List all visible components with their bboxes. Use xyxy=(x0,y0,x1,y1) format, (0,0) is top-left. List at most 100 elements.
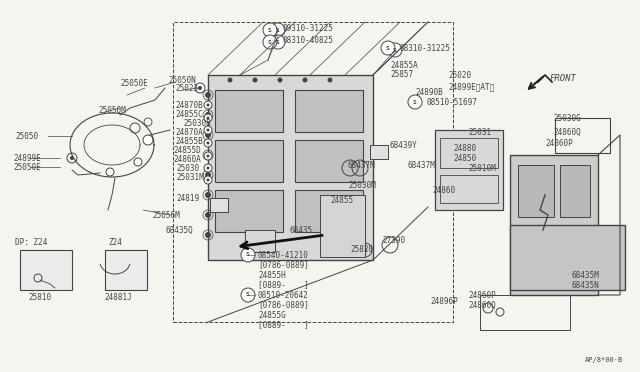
Circle shape xyxy=(227,77,232,83)
Bar xyxy=(518,165,554,217)
Circle shape xyxy=(204,152,212,160)
Circle shape xyxy=(130,123,140,133)
Circle shape xyxy=(241,288,255,302)
Circle shape xyxy=(253,77,257,83)
Circle shape xyxy=(204,126,212,134)
Text: FRONT: FRONT xyxy=(550,74,577,83)
Text: 24880: 24880 xyxy=(453,144,476,153)
Text: 25050E: 25050E xyxy=(120,78,148,87)
Text: 24860Q: 24860Q xyxy=(553,128,580,137)
Circle shape xyxy=(207,154,209,157)
Text: 25010M: 25010M xyxy=(468,164,496,173)
Bar xyxy=(510,155,598,295)
Circle shape xyxy=(143,135,153,145)
Bar xyxy=(208,75,373,260)
Bar xyxy=(440,175,498,203)
Circle shape xyxy=(205,92,211,98)
Text: 25023: 25023 xyxy=(175,83,198,93)
Circle shape xyxy=(271,23,285,37)
Text: 25031: 25031 xyxy=(468,128,491,137)
Circle shape xyxy=(207,167,209,170)
Circle shape xyxy=(205,112,211,118)
Text: [0889-    ]: [0889- ] xyxy=(258,321,309,330)
Bar xyxy=(20,250,72,290)
Bar xyxy=(105,250,147,290)
Text: 24860: 24860 xyxy=(432,186,455,195)
Text: 24860P: 24860P xyxy=(545,138,573,148)
Bar xyxy=(295,190,363,232)
Circle shape xyxy=(271,35,285,49)
Circle shape xyxy=(328,77,333,83)
Circle shape xyxy=(198,86,202,90)
Circle shape xyxy=(263,35,277,49)
Text: 09310-31225: 09310-31225 xyxy=(283,23,334,32)
Bar xyxy=(215,190,283,232)
Circle shape xyxy=(195,83,205,93)
Text: 24890B: 24890B xyxy=(415,87,443,96)
Circle shape xyxy=(263,23,277,37)
Text: 68435: 68435 xyxy=(290,225,313,234)
Circle shape xyxy=(278,77,282,83)
Bar xyxy=(210,198,228,212)
Text: 08510-51697: 08510-51697 xyxy=(427,97,478,106)
Circle shape xyxy=(204,139,212,147)
Text: 25857: 25857 xyxy=(390,70,413,78)
Circle shape xyxy=(207,179,209,182)
Text: 24870B: 24870B xyxy=(175,100,203,109)
Text: S: S xyxy=(393,48,397,52)
Text: 25020: 25020 xyxy=(448,71,471,80)
Circle shape xyxy=(363,248,367,252)
Text: 24855D: 24855D xyxy=(173,145,201,154)
Text: S: S xyxy=(268,28,272,32)
Bar xyxy=(440,138,498,168)
Text: S: S xyxy=(268,39,272,45)
Text: 68435M: 68435M xyxy=(572,270,600,279)
Text: 68437M: 68437M xyxy=(348,160,376,170)
Text: 25050E: 25050E xyxy=(13,163,41,171)
Circle shape xyxy=(207,103,209,106)
Circle shape xyxy=(204,164,212,172)
Circle shape xyxy=(106,168,114,176)
Bar xyxy=(295,140,363,182)
Circle shape xyxy=(205,132,211,138)
Text: S: S xyxy=(246,253,250,257)
Text: 24855H: 24855H xyxy=(258,270,285,279)
Text: 68439Y: 68439Y xyxy=(390,141,418,150)
Text: 24860A: 24860A xyxy=(173,154,201,164)
Text: 25810: 25810 xyxy=(28,294,51,302)
Text: 25030B: 25030B xyxy=(183,119,211,128)
Circle shape xyxy=(303,77,307,83)
Text: S: S xyxy=(246,292,250,298)
Bar xyxy=(245,230,275,252)
Circle shape xyxy=(241,248,255,262)
Text: S: S xyxy=(276,28,280,32)
Text: S: S xyxy=(386,45,390,51)
Text: 25050M: 25050M xyxy=(98,106,125,115)
Bar xyxy=(510,225,625,290)
Text: 25056M: 25056M xyxy=(152,211,180,219)
Circle shape xyxy=(205,212,211,218)
Text: 24860Q: 24860Q xyxy=(468,301,496,310)
Circle shape xyxy=(408,95,422,109)
Text: [0786-0889]: [0786-0889] xyxy=(258,301,309,310)
Text: 24819: 24819 xyxy=(176,193,199,202)
Text: 25050: 25050 xyxy=(15,131,38,141)
Bar xyxy=(560,165,590,217)
Bar xyxy=(370,145,388,159)
Text: 24855C: 24855C xyxy=(175,109,203,119)
Text: 24850: 24850 xyxy=(453,154,476,163)
Bar xyxy=(295,90,363,132)
Text: 08510-20642: 08510-20642 xyxy=(258,291,309,299)
Text: 24855: 24855 xyxy=(330,196,353,205)
Bar xyxy=(480,295,570,330)
Text: 24860P: 24860P xyxy=(468,291,496,299)
Text: 24855A: 24855A xyxy=(390,61,418,70)
Circle shape xyxy=(207,128,209,131)
Text: 24855G: 24855G xyxy=(258,311,285,320)
Bar xyxy=(215,90,283,132)
Bar xyxy=(555,118,610,153)
Text: 24899E: 24899E xyxy=(13,154,41,163)
Bar xyxy=(173,22,453,322)
Circle shape xyxy=(204,101,212,109)
Circle shape xyxy=(134,158,142,166)
